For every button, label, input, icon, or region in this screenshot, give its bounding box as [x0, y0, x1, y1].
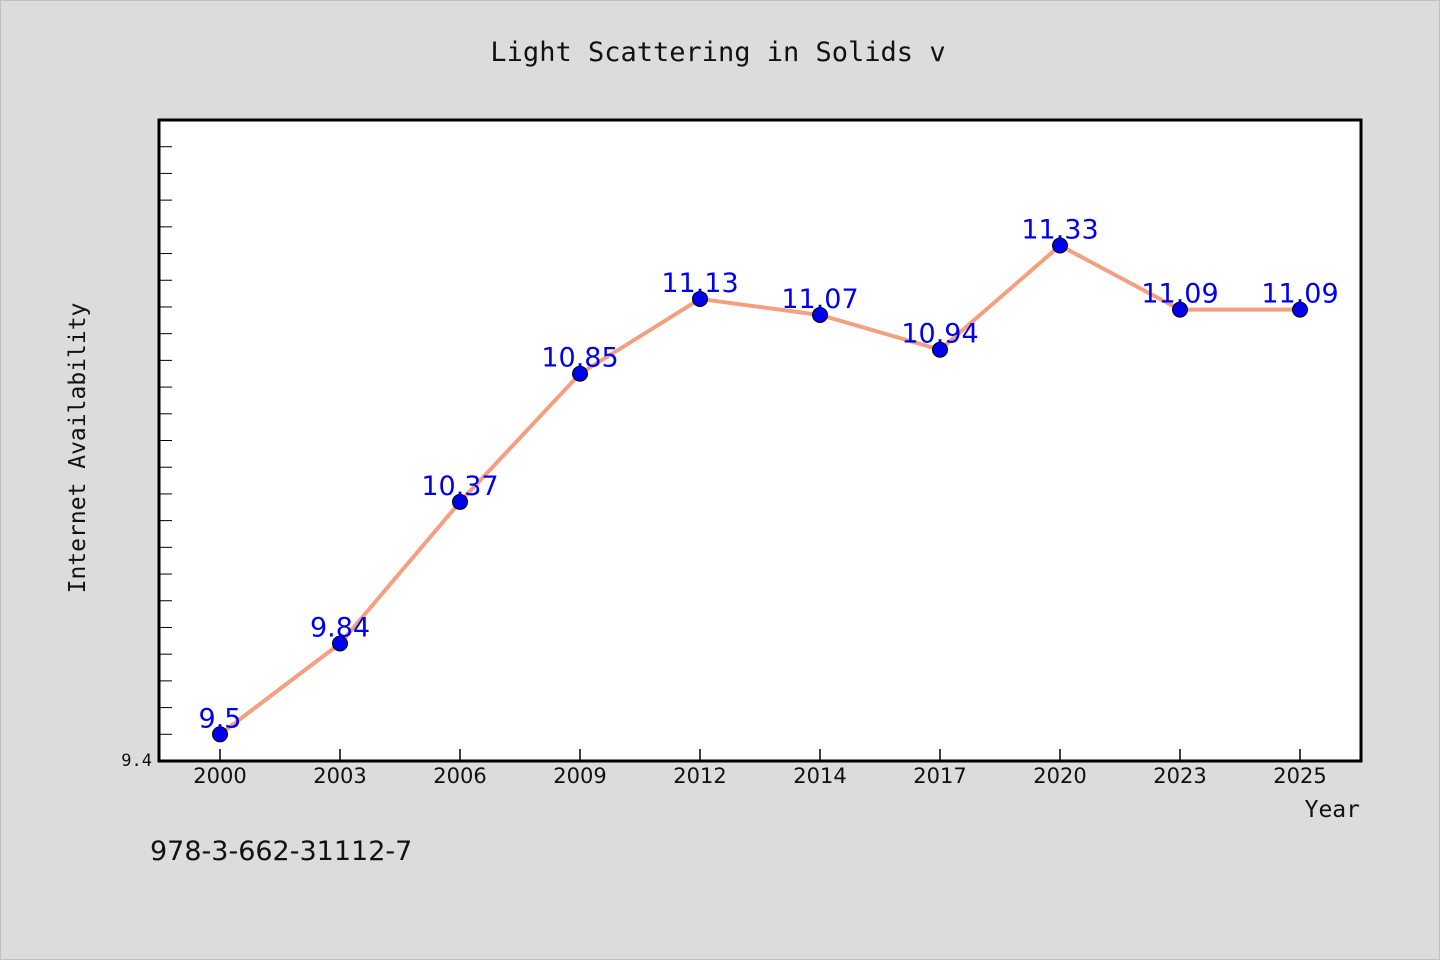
data-point — [452, 493, 468, 510]
data-label: 11.07 — [781, 284, 858, 315]
data-label: 10.85 — [541, 343, 618, 374]
y-axis-label: Internet Availability — [65, 303, 91, 594]
data-point — [812, 306, 828, 323]
series-group: 9.5 9.84 10.37 10.85 11.13 11.07 10.94 11.33 11.… — [199, 215, 1339, 743]
x-tick-label: 2025 — [1273, 764, 1326, 788]
plot-area — [157, 118, 1363, 763]
data-point — [1052, 237, 1068, 254]
data-label: 10.94 — [901, 319, 978, 350]
data-label: 10.37 — [421, 471, 498, 502]
x-tick-label: 2020 — [1033, 764, 1086, 788]
x-tick-label: 2017 — [913, 764, 966, 788]
x-tick-label: 2023 — [1153, 764, 1206, 788]
data-point — [1292, 301, 1308, 318]
y-axis-ticks — [159, 146, 172, 735]
x-tick-label: 2000 — [193, 764, 246, 788]
data-label: 11.09 — [1261, 279, 1338, 310]
x-tick-label: 2012 — [673, 764, 726, 788]
chart-title: Light Scattering in Solids v — [490, 37, 945, 68]
data-point — [332, 635, 348, 652]
data-label: 9.5 — [199, 703, 242, 734]
series-line — [218, 243, 1302, 737]
x-axis-label: Year — [1305, 797, 1360, 823]
data-label: 9.84 — [310, 612, 370, 643]
data-point — [692, 290, 708, 307]
x-tick-label: 2003 — [313, 764, 366, 788]
data-label: 11.09 — [1141, 279, 1218, 310]
data-point — [932, 341, 948, 358]
x-tick-label: 2014 — [793, 764, 846, 788]
data-label: 11.13 — [661, 268, 738, 299]
x-tick-label: 2009 — [553, 764, 606, 788]
data-point — [212, 726, 228, 743]
y-tick-label: 9.4 — [121, 751, 152, 771]
x-axis: 2000 2003 2006 2009 2012 2014 2017 2020 2023 2025 — [193, 749, 1327, 788]
x-tick-label: 2006 — [433, 764, 486, 788]
data-point — [1172, 301, 1188, 318]
isbn-text: 978-3-662-31112-7 — [150, 836, 413, 867]
data-label: 11.33 — [1021, 215, 1098, 246]
data-point — [572, 365, 588, 382]
